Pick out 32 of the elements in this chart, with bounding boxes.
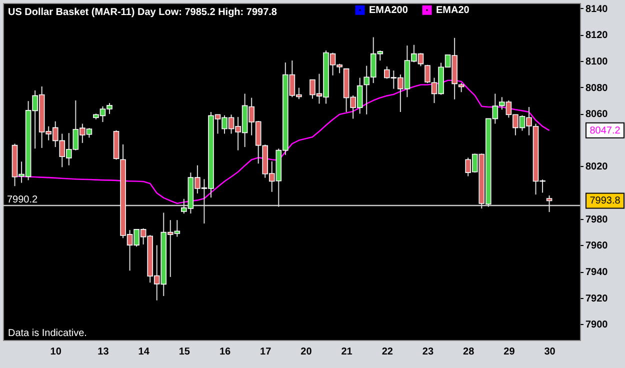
y-tick-label: 7920: [586, 293, 608, 304]
x-tick-label: 29: [504, 346, 516, 358]
y-tick-label: 8060: [586, 109, 608, 120]
x-tick-label: 15: [178, 346, 190, 358]
text: 8047.2: [590, 125, 621, 136]
annotation: Data is Indicative.: [8, 328, 87, 339]
x-tick-label: 16: [219, 346, 232, 358]
legend-label: EMA200: [369, 5, 408, 16]
x-tick-label: 23: [422, 346, 434, 358]
x-tick-label: 28: [463, 346, 475, 358]
y-tick-label: 8140: [586, 4, 608, 15]
chart-title: US Dollar Basket (MAR-11) Day Low: 7985.2 High: 7997.8: [8, 7, 278, 18]
x-tick-label: 17: [260, 346, 272, 358]
y-tick-label: 8120: [586, 30, 608, 42]
y-tick-label: 8020: [586, 162, 608, 173]
y-tick-label: 7940: [586, 267, 608, 278]
x-tick-label: 14: [138, 346, 150, 358]
x-tick-label: 10: [50, 346, 62, 358]
ref-line-label: 7990.2: [7, 194, 38, 206]
x-tick-label: 30: [544, 346, 556, 358]
x-tick-label: 22: [382, 346, 394, 358]
y-tick-label: 7900: [586, 320, 608, 331]
y-tick-label: 8100: [586, 56, 608, 68]
text: 7993.8: [590, 196, 621, 207]
y-tick-label: 7960: [586, 240, 608, 252]
x-tick-label: 20: [300, 346, 312, 358]
legend-label: EMA20: [436, 5, 470, 16]
candlestick: [546, 194, 552, 213]
y-tick-label: 8080: [586, 82, 608, 94]
y-tick-label: 7980: [586, 214, 608, 226]
x-tick-label: 13: [98, 346, 110, 358]
x-tick-label: 21: [341, 346, 353, 358]
